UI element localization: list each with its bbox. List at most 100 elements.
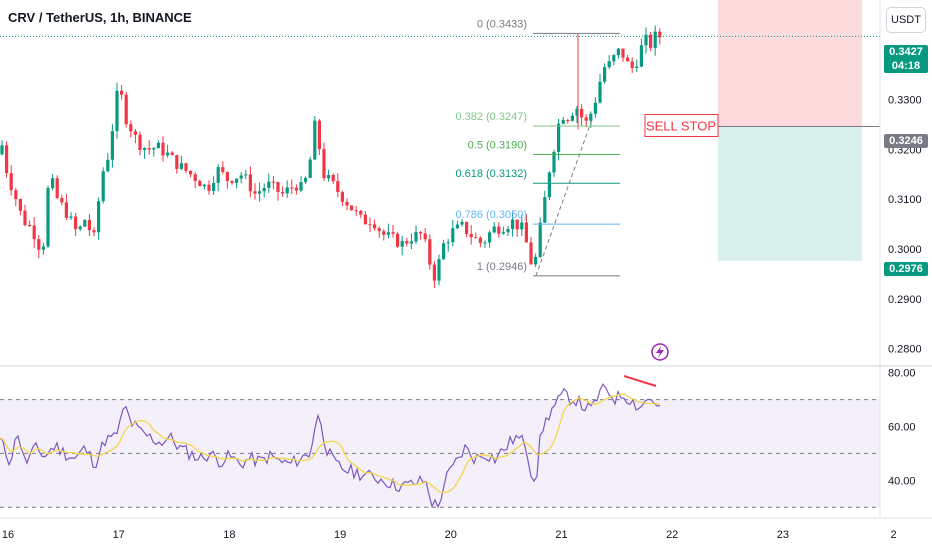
up-candle-body bbox=[488, 232, 492, 243]
rsi-ma-line bbox=[0, 393, 661, 494]
down-candle-body bbox=[175, 155, 179, 169]
up-candle-body bbox=[612, 55, 616, 62]
down-candle-body bbox=[32, 225, 36, 240]
up-candle-body bbox=[538, 222, 542, 257]
up-candle-body bbox=[179, 163, 183, 169]
down-candle-body bbox=[428, 239, 432, 265]
rsi-tick-label: 60.00 bbox=[888, 422, 916, 434]
time-tick-label: 20 bbox=[445, 529, 457, 541]
drawings-annotations[interactable]: SELL STOP bbox=[644, 113, 719, 361]
price-tick-label: 0.2900 bbox=[888, 294, 922, 306]
down-candle-body bbox=[423, 233, 427, 240]
down-candle-body bbox=[405, 241, 409, 244]
down-candle-body bbox=[359, 210, 363, 215]
up-candle-body bbox=[258, 191, 262, 194]
short-position-tool[interactable] bbox=[718, 0, 880, 261]
down-candle-body bbox=[331, 174, 335, 182]
up-candle-body bbox=[593, 102, 597, 114]
down-candle-body bbox=[74, 216, 78, 230]
fib-level-label: 0.5 (0.3190) bbox=[468, 139, 527, 151]
sell-stop-label: SELL STOP bbox=[646, 118, 716, 133]
down-candle-body bbox=[133, 131, 137, 135]
down-candle-body bbox=[189, 170, 193, 175]
up-candle-body bbox=[166, 152, 170, 156]
up-candle-body bbox=[143, 148, 147, 150]
up-candle-body bbox=[483, 242, 487, 244]
fibonacci-retracement[interactable]: 0 (0.3433) 0.382 (0.3247) 0.5 (0.3190) 0.61… bbox=[455, 18, 620, 277]
sell-stop-box bbox=[644, 113, 719, 137]
up-candle-body bbox=[156, 142, 160, 149]
down-candle-body bbox=[621, 48, 625, 58]
up-candle-body bbox=[262, 187, 266, 192]
down-candle-body bbox=[87, 219, 91, 231]
up-candle-body bbox=[451, 228, 455, 243]
up-candle-body bbox=[110, 131, 114, 160]
up-candle-body bbox=[557, 123, 561, 152]
rsi-pane: 80.00 60.00 40.00 bbox=[0, 368, 916, 509]
symbol-title: CRV / TetherUS, 1h, BINANCE bbox=[8, 10, 192, 25]
down-candle-body bbox=[396, 233, 400, 247]
down-candle-body bbox=[55, 178, 59, 198]
down-candle-body bbox=[515, 219, 519, 230]
price-tick-label: 0.2800 bbox=[888, 344, 922, 356]
down-candle-body bbox=[248, 174, 252, 192]
price-tick-label: 0.3100 bbox=[888, 194, 922, 206]
down-candle-body bbox=[9, 173, 13, 191]
down-candle-body bbox=[584, 117, 588, 121]
down-candle-body bbox=[271, 181, 275, 183]
up-candle-body bbox=[101, 171, 105, 202]
down-candle-body bbox=[14, 190, 18, 200]
down-candle-body bbox=[281, 192, 285, 194]
down-candle-body bbox=[253, 191, 257, 194]
divergence-line bbox=[623, 375, 657, 387]
down-candle-body bbox=[138, 134, 142, 150]
rsi-tick-label: 80.00 bbox=[888, 368, 916, 380]
down-candle-body bbox=[432, 264, 436, 281]
up-candle-body bbox=[69, 216, 73, 218]
time-tick-label: 21 bbox=[555, 529, 567, 541]
up-candle-body bbox=[0, 145, 4, 155]
down-candle-body bbox=[419, 232, 423, 234]
up-candle-body bbox=[653, 31, 657, 48]
up-candle-body bbox=[446, 242, 450, 244]
down-candle-body bbox=[580, 108, 584, 118]
up-candle-body bbox=[501, 232, 505, 234]
up-candle-body bbox=[212, 182, 216, 191]
down-candle-body bbox=[225, 171, 229, 182]
down-candle-body bbox=[28, 224, 32, 226]
down-candle-body bbox=[92, 230, 96, 233]
up-candle-body bbox=[414, 232, 418, 242]
price-tick-label: 0.3000 bbox=[888, 244, 922, 256]
down-candle-body bbox=[363, 214, 367, 225]
up-candle-body bbox=[285, 187, 289, 194]
target-price-tag: 0.2976 bbox=[884, 262, 928, 276]
down-candle-body bbox=[368, 224, 372, 226]
up-candle-body bbox=[409, 241, 413, 244]
down-candle-body bbox=[18, 199, 22, 211]
down-candle-body bbox=[465, 221, 469, 234]
lightning-icon bbox=[651, 343, 669, 361]
down-candle-body bbox=[60, 197, 64, 203]
down-candle-body bbox=[373, 224, 377, 229]
down-candle-body bbox=[193, 174, 197, 181]
down-candle-body bbox=[340, 191, 344, 202]
down-candle-body bbox=[478, 237, 482, 243]
up-candle-body bbox=[492, 226, 496, 233]
down-candle-body bbox=[317, 120, 321, 150]
down-candle-body bbox=[524, 222, 528, 243]
down-candle-body bbox=[290, 187, 294, 189]
up-candle-body bbox=[216, 167, 220, 183]
time-tick-label: 16 bbox=[2, 529, 14, 541]
up-candle-body bbox=[570, 115, 574, 121]
up-candle-body bbox=[543, 197, 547, 223]
up-candle-body bbox=[635, 66, 639, 68]
up-candle-body bbox=[552, 151, 556, 173]
up-candle-body bbox=[589, 113, 593, 121]
down-candle-body bbox=[350, 205, 354, 211]
up-candle-body bbox=[244, 174, 248, 176]
up-candle-body bbox=[41, 246, 45, 250]
currency-button[interactable]: USDT bbox=[886, 7, 926, 33]
up-candle-body bbox=[460, 221, 464, 225]
down-candle-body bbox=[345, 201, 349, 206]
